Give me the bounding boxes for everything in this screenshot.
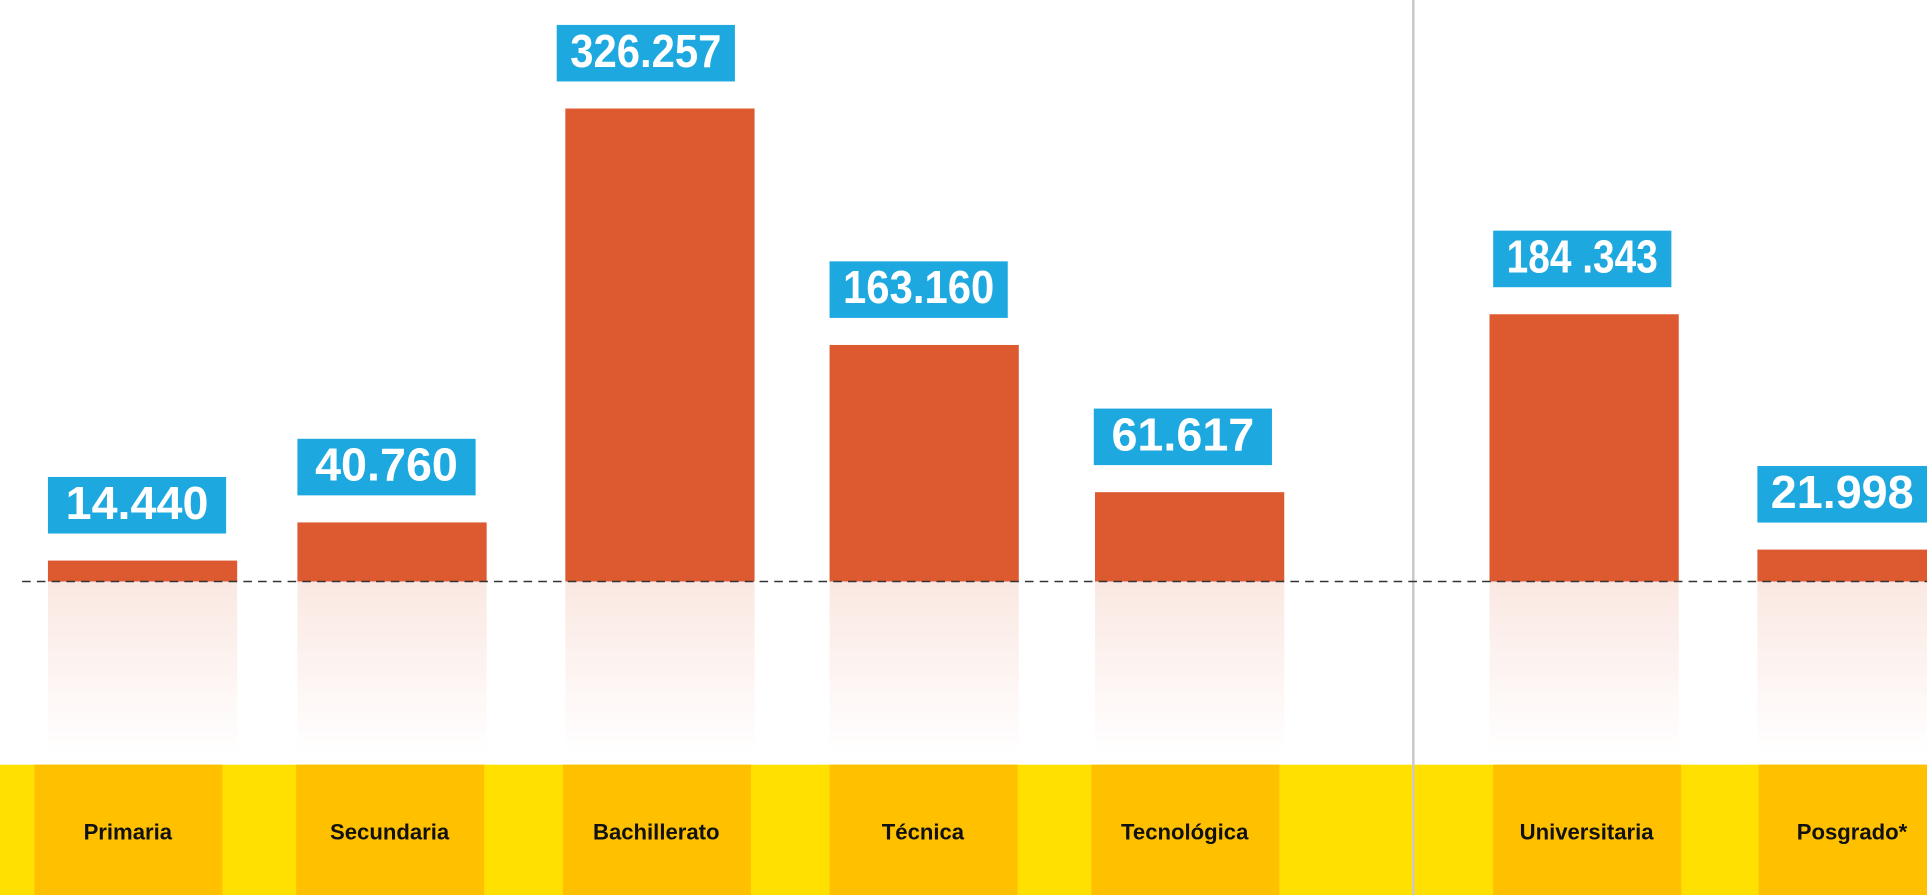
value-label: 14.440 [66,477,209,529]
bar [829,344,1019,582]
bar-reflection [47,581,238,754]
category-label: Secundaria [330,819,450,844]
value-label: 61.617 [1111,408,1254,460]
value-label: 40.760 [315,439,458,491]
category-label: Posgrado* [1797,819,1908,844]
category-label: Universitaria [1520,819,1655,844]
bar-reflection [1094,581,1285,754]
value-label-box [556,24,735,82]
value-label: 184 .343 [1507,230,1658,282]
bar [1489,314,1679,582]
category-cell [296,764,485,895]
bar [1094,492,1285,582]
value-label-box [829,261,1008,318]
bar [565,108,755,582]
value-label-box [47,476,227,534]
category-label: Bachillerato [593,819,720,844]
value-label-box [1757,466,1927,523]
category-label: Primaria [84,819,173,844]
bar-reflection [1757,581,1927,754]
value-label: 326.257 [570,25,721,77]
category-cell [562,764,751,895]
bar [47,560,238,582]
category-cell [1758,764,1927,895]
bar-reflection [1489,581,1679,754]
category-cell [1091,764,1280,895]
category-label: Técnica [882,819,965,844]
category-cell [829,764,1018,895]
value-label-box [1493,230,1672,288]
bar-reflection [829,581,1019,754]
bar [1757,549,1927,582]
value-label: 21.998 [1771,466,1914,518]
bar [297,522,487,582]
category-cell [34,764,223,895]
value-label-box [297,438,476,496]
bar-reflection [297,581,487,754]
bar-reflection [565,581,755,754]
category-cell [1493,764,1682,895]
value-label-box [1093,408,1272,466]
category-label: Tecnológica [1121,819,1249,844]
value-label: 163.160 [843,261,994,313]
